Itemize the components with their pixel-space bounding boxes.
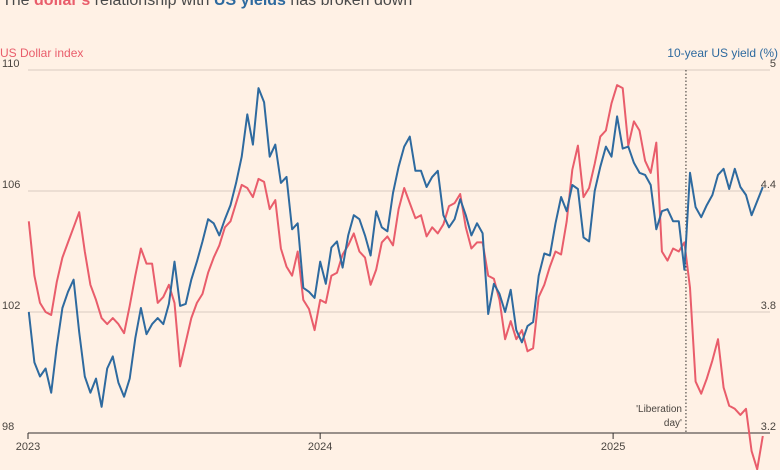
left-tick-label: 110	[2, 58, 20, 70]
title-prefix: The	[2, 0, 35, 9]
right-tick-label: 4.4	[761, 179, 776, 191]
dollar-index-line	[27, 84, 764, 470]
annotation-line-1: 'Liberation	[636, 404, 682, 415]
title-dollar-highlight: dollar's	[34, 0, 91, 9]
right-tick-label: 5	[770, 58, 776, 70]
annotation-line-2: day'	[664, 418, 682, 429]
x-tick-label: 2025	[601, 441, 625, 453]
title-middle: relationship with	[90, 0, 214, 9]
chart-title: The dollar's relationship with US yields…	[2, 0, 412, 10]
right-tick-label: 3.2	[761, 421, 776, 433]
x-tick-label: 2024	[308, 441, 332, 453]
title-suffix: has broken down	[285, 0, 413, 9]
us-yield-line	[27, 87, 764, 408]
left-tick-label: 98	[2, 421, 14, 433]
x-tick-label: 2023	[16, 441, 40, 453]
right-tick-label: 3.8	[761, 300, 776, 312]
title-yields-highlight: US yields	[213, 0, 286, 9]
left-axis-label: US Dollar index	[0, 46, 84, 60]
right-axis-label: 10-year US yield (%)	[667, 46, 778, 60]
left-tick-label: 102	[2, 300, 20, 312]
left-tick-label: 106	[2, 179, 20, 191]
